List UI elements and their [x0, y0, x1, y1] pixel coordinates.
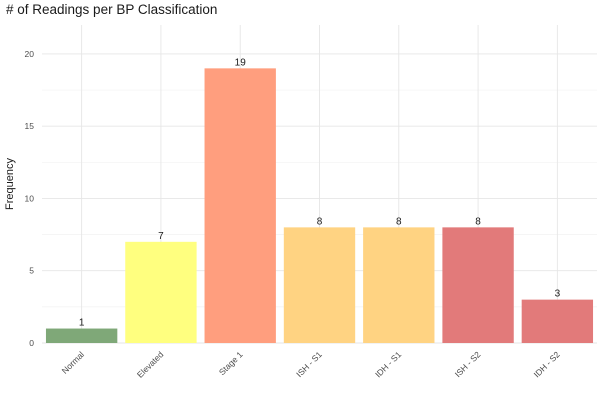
data-label: 8: [475, 216, 481, 227]
data-label: 3: [555, 289, 561, 300]
data-label: 8: [317, 216, 323, 227]
bar: [125, 241, 197, 343]
bar: [363, 227, 435, 343]
y-tick-label: 0: [29, 338, 34, 348]
bar: [521, 299, 594, 343]
bar: [442, 227, 514, 343]
x-tick-label: Stage 1: [217, 349, 245, 377]
bar: [45, 328, 118, 343]
x-tick-label: ISH - S2: [453, 349, 483, 379]
label-layer: 1 7 19 8 8 8 3: [79, 57, 561, 328]
data-label: 1: [79, 318, 85, 329]
bar: [204, 68, 276, 343]
y-tick-label: 15: [25, 121, 35, 131]
x-tick-label: IDH - S2: [532, 349, 562, 379]
y-tick-label: 10: [25, 193, 35, 203]
x-tick-label: IDH - S1: [373, 349, 403, 379]
data-label: 7: [158, 231, 164, 242]
x-tick-label: Normal: [60, 349, 87, 376]
y-tick-label: 5: [29, 266, 34, 276]
y-axis-label: Frequency: [4, 158, 16, 210]
x-tick-label: ISH - S1: [294, 349, 324, 379]
bar: [283, 227, 356, 343]
x-tick-label: Elevated: [135, 349, 166, 380]
bar-layer: [45, 68, 594, 343]
data-label: 8: [396, 216, 402, 227]
y-tick-label: 20: [25, 49, 35, 59]
chart-title: # of Readings per BP Classification: [6, 2, 218, 17]
data-label: 19: [235, 57, 247, 68]
